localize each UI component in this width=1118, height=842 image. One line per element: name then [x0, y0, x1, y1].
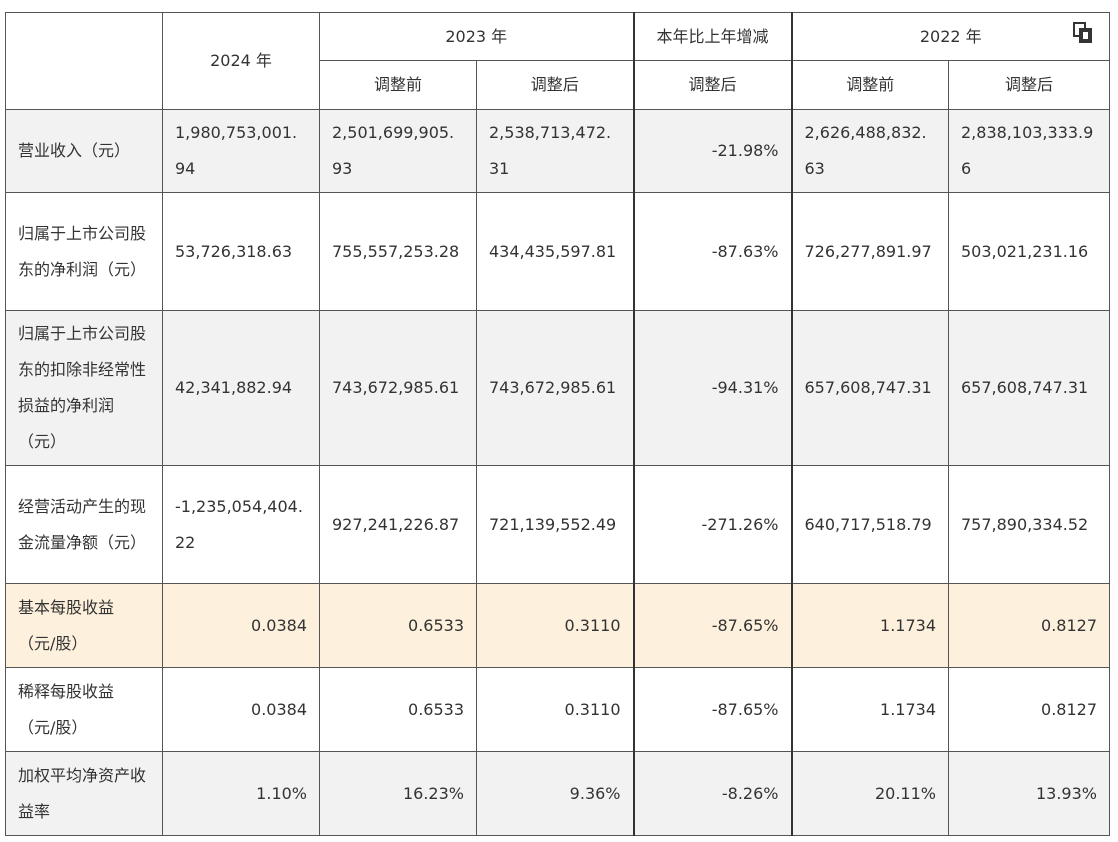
table-row: 稀释每股收益（元/股） 0.0384 0.6533 0.3110 -87.65%… [5, 667, 1110, 752]
cell-2022-before: 726,277,891.97 [791, 192, 949, 311]
cell-yoy: -271.26% [632, 465, 793, 584]
cell-2023-before: 755,557,253.28 [319, 192, 477, 311]
cell-2023-after: 743,672,985.61 [476, 310, 634, 466]
cell-2022-before: 20.11% [791, 751, 949, 836]
cell-2024: 42,341,882.94 [162, 310, 320, 466]
cell-2023-after: 0.3110 [476, 583, 634, 668]
cell-2023-before: 927,241,226.87 [319, 465, 477, 584]
cell-2022-after: 0.8127 [948, 667, 1110, 752]
cell-2022-after: 757,890,334.52 [948, 465, 1110, 584]
header-blank-cell [5, 12, 163, 110]
header-2022-after: 调整后 [948, 60, 1110, 110]
cell-2022-before: 657,608,747.31 [791, 310, 949, 466]
cell-2024: 0.0384 [162, 667, 320, 752]
cell-2023-after: 9.36% [476, 751, 634, 836]
cell-2024: 53,726,318.63 [162, 192, 320, 311]
cell-2022-after: 13.93% [948, 751, 1110, 836]
cell-2024: 1.10% [162, 751, 320, 836]
cell-2023-after: 434,435,597.81 [476, 192, 634, 311]
header-2023: 2023 年 [319, 12, 634, 61]
row-label: 加权平均净资产收益率 [5, 751, 163, 836]
cell-2022-after: 657,608,747.31 [948, 310, 1110, 466]
header-2022-label: 2022 年 [919, 26, 982, 46]
cell-2023-after: 721,139,552.49 [476, 465, 634, 584]
cell-yoy: -21.98% [632, 109, 793, 193]
cell-yoy: -8.26% [632, 751, 793, 836]
table-row-highlighted[interactable]: 基本每股收益（元/股） 0.0384 0.6533 0.3110 -87.65%… [5, 583, 1110, 668]
row-label: 归属于上市公司股东的扣除非经常性损益的净利润（元） [5, 310, 163, 466]
cell-yoy: -94.31% [632, 310, 793, 466]
cell-2022-before: 1.1734 [791, 583, 949, 668]
row-label: 归属于上市公司股东的净利润（元） [5, 192, 163, 311]
cell-2022-before: 640,717,518.79 [791, 465, 949, 584]
cell-yoy: -87.65% [632, 667, 793, 752]
cell-2024: 1,980,753,001.94 [162, 109, 320, 193]
cell-2022-before: 2,626,488,832.63 [791, 109, 949, 193]
cell-2023-before: 743,672,985.61 [319, 310, 477, 466]
table-row: 经营活动产生的现金流量净额（元） -1,235,054,404.22 927,2… [5, 465, 1110, 584]
cell-2024: 0.0384 [162, 583, 320, 668]
row-label: 经营活动产生的现金流量净额（元） [5, 465, 163, 584]
cell-2022-before: 1.1734 [791, 667, 949, 752]
cell-2022-after: 0.8127 [948, 583, 1110, 668]
table-row: 归属于上市公司股东的净利润（元） 53,726,318.63 755,557,2… [5, 192, 1110, 311]
table-row: 加权平均净资产收益率 1.10% 16.23% 9.36% -8.26% 20.… [5, 751, 1110, 836]
header-yoy-after: 调整后 [632, 60, 793, 110]
row-label: 稀释每股收益（元/股） [5, 667, 163, 752]
row-label: 基本每股收益（元/股） [5, 583, 163, 668]
financial-summary-table: 2024 年 2023 年 本年比上年增减 2022 年 调整前 调整后 调整后… [5, 12, 1110, 836]
table-row: 归属于上市公司股东的扣除非经常性损益的净利润（元） 42,341,882.94 … [5, 310, 1110, 466]
cell-yoy: -87.65% [632, 583, 793, 668]
header-2022: 2022 年 [791, 12, 1110, 61]
cell-2024: -1,235,054,404.22 [162, 465, 320, 584]
copy-icon[interactable] [1071, 21, 1095, 45]
cell-2023-after: 2,538,713,472.31 [476, 109, 634, 193]
header-yoy-change: 本年比上年增减 [632, 12, 793, 61]
cell-2022-after: 2,838,103,333.96 [948, 109, 1110, 193]
header-2023-after: 调整后 [476, 60, 634, 110]
header-2023-before: 调整前 [319, 60, 477, 110]
row-label: 营业收入（元） [5, 109, 163, 193]
table-row: 营业收入（元） 1,980,753,001.94 2,501,699,905.9… [5, 109, 1110, 193]
cell-2023-before: 2,501,699,905.93 [319, 109, 477, 193]
header-2022-before: 调整前 [791, 60, 949, 110]
cell-2023-before: 16.23% [319, 751, 477, 836]
cell-2023-before: 0.6533 [319, 583, 477, 668]
cell-2023-before: 0.6533 [319, 667, 477, 752]
cell-2023-after: 0.3110 [476, 667, 634, 752]
cell-yoy: -87.63% [632, 192, 793, 311]
header-2024: 2024 年 [162, 12, 320, 110]
cell-2022-after: 503,021,231.16 [948, 192, 1110, 311]
